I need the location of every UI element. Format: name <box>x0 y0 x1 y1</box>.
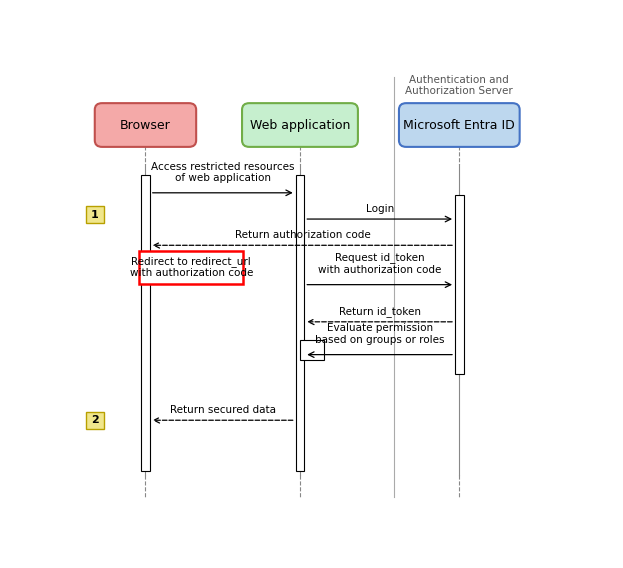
Text: Return secured data: Return secured data <box>169 405 276 415</box>
Text: 2: 2 <box>91 415 98 425</box>
Text: Redirect to redirect_url
with authorization code: Redirect to redirect_url with authorizat… <box>130 256 253 278</box>
Text: Access restricted resources
of web application: Access restricted resources of web appli… <box>151 161 295 183</box>
Text: Return id_token: Return id_token <box>339 306 421 316</box>
FancyBboxPatch shape <box>95 103 196 147</box>
Text: Browser: Browser <box>120 119 171 132</box>
FancyBboxPatch shape <box>242 103 358 147</box>
Bar <box>85 206 104 223</box>
Text: Request id_token
with authorization code: Request id_token with authorization code <box>318 253 441 275</box>
Text: Authentication and
Authorization Server: Authentication and Authorization Server <box>406 75 513 97</box>
Bar <box>140 250 243 283</box>
Bar <box>85 412 104 428</box>
Text: 1: 1 <box>91 210 98 220</box>
Text: Microsoft Entra ID: Microsoft Entra ID <box>404 119 515 132</box>
Text: Evaluate permission
based on groups or roles: Evaluate permission based on groups or r… <box>315 323 444 345</box>
Text: Login: Login <box>366 204 394 214</box>
Bar <box>455 195 464 374</box>
Text: Web application: Web application <box>250 119 350 132</box>
FancyBboxPatch shape <box>399 103 520 147</box>
Bar <box>300 340 323 360</box>
Text: Return authorization code: Return authorization code <box>234 230 370 240</box>
Bar <box>296 176 304 470</box>
Bar <box>141 176 150 470</box>
